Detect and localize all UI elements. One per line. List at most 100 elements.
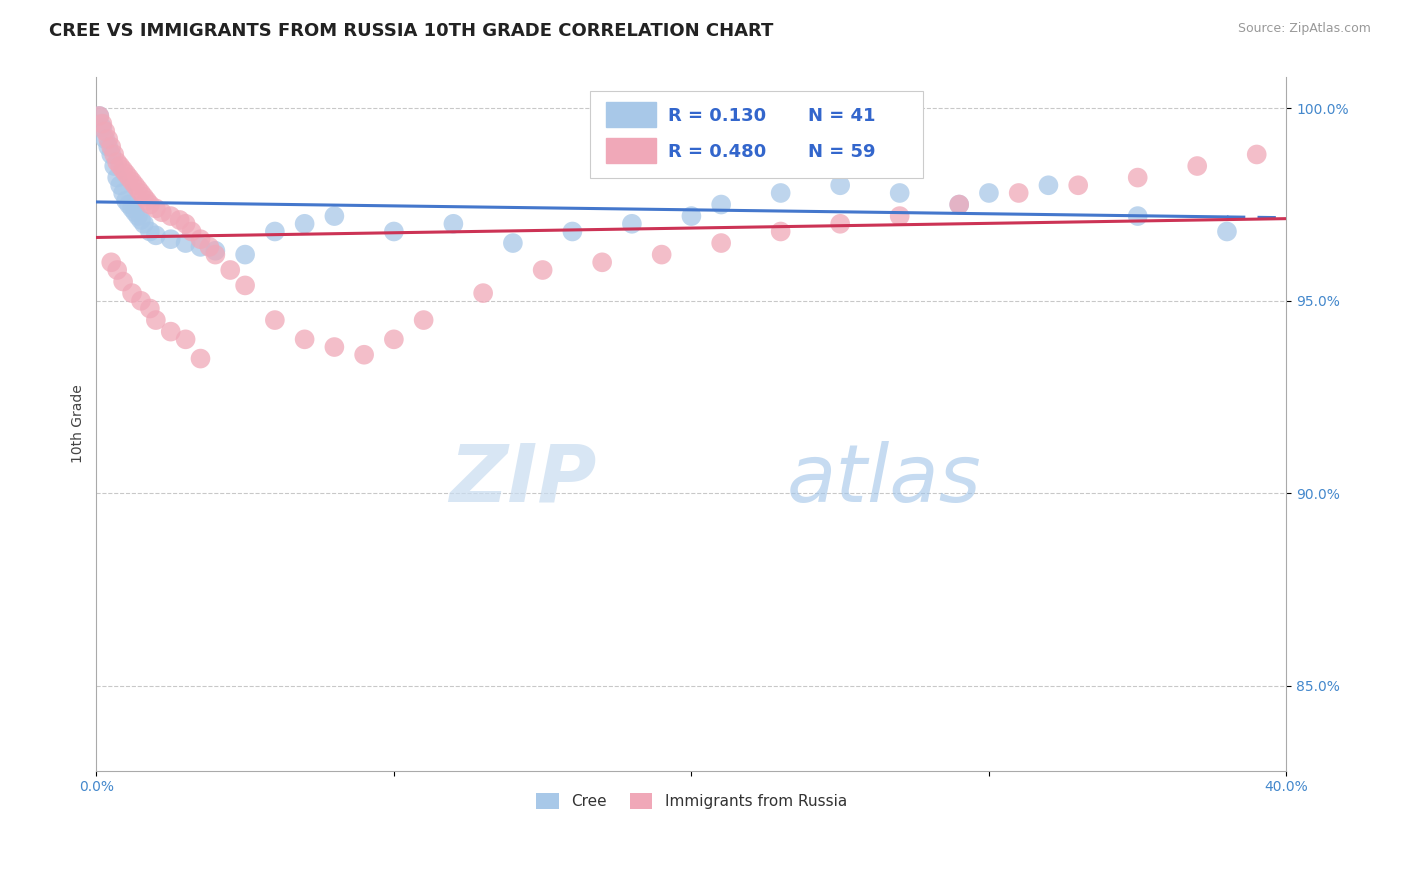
Point [889,209,911,223]
Point [145,202,167,216]
Point [190,351,212,366]
Text: atlas: atlas [786,441,981,518]
Point [769,225,792,239]
Point [121,174,143,188]
Point [710,197,733,211]
Point [233,278,256,293]
Point [948,197,970,211]
Point [263,225,285,239]
Point [1246,147,1268,161]
Text: N = 41: N = 41 [808,106,876,125]
Point [681,209,703,223]
Point [204,247,226,261]
Point [132,190,155,204]
Point [150,205,173,219]
Point [136,194,159,208]
Point [1187,159,1209,173]
Point [263,313,285,327]
Point [174,235,197,250]
Point [112,275,135,289]
Point [121,286,143,301]
Point [353,348,375,362]
Point [830,178,852,193]
Point [127,182,149,196]
Point [948,197,970,211]
Point [115,167,138,181]
Point [294,217,316,231]
Text: Source: ZipAtlas.com: Source: ZipAtlas.com [1237,22,1371,36]
Point [531,263,554,277]
Point [323,209,346,223]
Y-axis label: 10th Grade: 10th Grade [72,384,86,464]
Point [620,217,643,231]
Point [169,213,191,227]
Point [105,170,128,185]
FancyBboxPatch shape [606,138,655,163]
Point [159,325,181,339]
Point [100,255,122,269]
Point [94,132,117,146]
Point [91,117,114,131]
Point [1216,225,1239,239]
Point [1067,178,1090,193]
Point [145,313,167,327]
Point [124,205,146,219]
Point [159,209,181,223]
Point [145,228,167,243]
Point [769,186,792,200]
Point [591,255,613,269]
Point [294,332,316,346]
Point [89,109,111,123]
Point [190,240,212,254]
Point [97,132,120,146]
Point [204,244,226,258]
Point [139,301,162,316]
Point [412,313,434,327]
Text: R = 0.130: R = 0.130 [668,106,766,125]
Point [105,263,128,277]
Text: ZIP: ZIP [449,441,596,518]
Point [100,140,122,154]
Point [219,263,242,277]
Point [97,140,120,154]
Point [174,217,197,231]
Point [502,235,524,250]
Point [1038,178,1060,193]
Point [91,120,114,135]
Point [105,155,128,169]
Point [112,162,135,177]
Text: N = 59: N = 59 [808,143,876,161]
Point [127,209,149,223]
Point [323,340,346,354]
FancyBboxPatch shape [606,103,655,128]
Point [112,186,135,200]
Point [382,332,405,346]
Point [129,213,152,227]
Point [441,217,464,231]
Point [1126,209,1149,223]
Text: CREE VS IMMIGRANTS FROM RUSSIA 10TH GRADE CORRELATION CHART: CREE VS IMMIGRANTS FROM RUSSIA 10TH GRAD… [49,22,773,40]
Point [118,197,141,211]
Point [129,293,152,308]
Point [115,194,138,208]
Point [139,225,162,239]
Point [710,235,733,250]
Point [233,247,256,261]
Point [100,147,122,161]
Point [1008,186,1031,200]
Point [108,178,131,193]
Point [190,232,212,246]
Point [103,159,125,173]
Point [198,240,221,254]
Point [118,170,141,185]
FancyBboxPatch shape [591,91,924,178]
Point [124,178,146,193]
Point [1126,170,1149,185]
Text: R = 0.480: R = 0.480 [668,143,766,161]
Point [977,186,1000,200]
Point [129,186,152,200]
Point [159,232,181,246]
Point [174,332,197,346]
Point [651,247,673,261]
Point [561,225,583,239]
